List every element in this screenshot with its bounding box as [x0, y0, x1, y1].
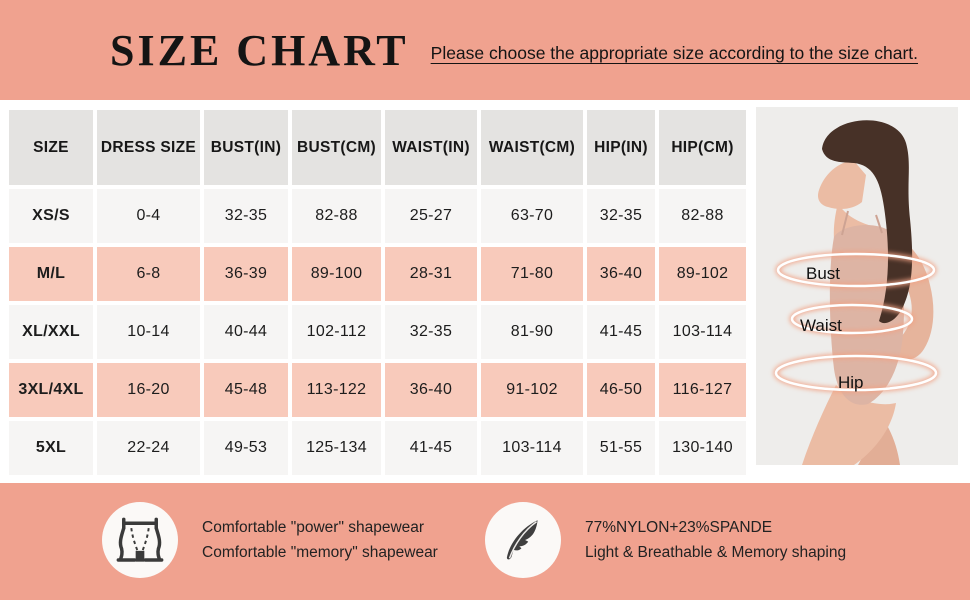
feature-fabric: 77%NYLON+23%SPANDE Light & Breathable & … — [485, 502, 846, 578]
feather-icon — [506, 520, 538, 560]
table-cell: 28-31 — [385, 247, 477, 301]
feature-comfort-text: Comfortable "power" shapewear Comfortabl… — [202, 515, 438, 565]
model-illustration: Bust Waist Hip — [756, 107, 958, 465]
feature-fabric-text: 77%NYLON+23%SPANDE Light & Breathable & … — [585, 515, 846, 565]
feature-fabric-line2: Light & Breathable & Memory shaping — [585, 544, 847, 561]
feature-icon-circle — [485, 502, 561, 578]
table-cell: 32-35 — [587, 189, 655, 243]
table-cell: 81-90 — [481, 305, 583, 359]
column-header-dress: DRESS SIZE — [97, 110, 200, 185]
table-cell: 0-4 — [97, 189, 200, 243]
table-cell: 102-112 — [292, 305, 381, 359]
table-cell: 40-44 — [204, 305, 288, 359]
content-band: SIZE DRESS SIZE BUST(IN) BUST(CM) WAIST(… — [0, 100, 970, 483]
waist-ring: Waist — [789, 302, 915, 336]
shapewear-icon — [116, 517, 164, 562]
table-cell: 49-53 — [204, 421, 288, 475]
table-cell: 10-14 — [97, 305, 200, 359]
table-cell: 6-8 — [97, 247, 200, 301]
column-header-waist-in: WAIST(IN) — [385, 110, 477, 185]
column-header-hip-cm: HIP(CM) — [659, 110, 746, 185]
table-cell: 82-88 — [659, 189, 746, 243]
table-cell: 5XL — [9, 421, 93, 475]
table-cell: 32-35 — [204, 189, 288, 243]
table-cell: 130-140 — [659, 421, 746, 475]
bust-label: Bust — [806, 264, 840, 283]
table-cell: 113-122 — [292, 363, 381, 417]
table-cell: 51-55 — [587, 421, 655, 475]
table-cell: 16-20 — [97, 363, 200, 417]
table-cell: 125-134 — [292, 421, 381, 475]
feature-comfort-line1: Comfortable "power" shapewear — [202, 519, 425, 536]
table-cell: 63-70 — [481, 189, 583, 243]
column-header-size: SIZE — [9, 110, 93, 185]
column-header-bust-in: BUST(IN) — [204, 110, 288, 185]
feature-icon-circle — [102, 502, 178, 578]
table-cell: M/L — [9, 247, 93, 301]
header-bar: SIZE CHART Please choose the appropriate… — [0, 0, 970, 100]
table-cell: 36-40 — [587, 247, 655, 301]
table-cell: 82-88 — [292, 189, 381, 243]
table-cell: 103-114 — [659, 305, 746, 359]
column-header-bust-cm: BUST(CM) — [292, 110, 381, 185]
hip-label: Hip — [838, 373, 864, 392]
table-cell: 36-40 — [385, 363, 477, 417]
table-cell: 41-45 — [587, 305, 655, 359]
table-cell: 36-39 — [204, 247, 288, 301]
page-title: SIZE CHART — [110, 25, 409, 75]
table-cell: 32-35 — [385, 305, 477, 359]
table-cell: 103-114 — [481, 421, 583, 475]
table-cell: 3XL/4XL — [9, 363, 93, 417]
table-cell: 89-100 — [292, 247, 381, 301]
hip-ring: Hip — [773, 353, 939, 393]
feature-comfort-line2: Comfortable "memory" shapewear — [202, 544, 438, 561]
bust-ring: Bust — [775, 251, 937, 289]
column-header-hip-in: HIP(IN) — [587, 110, 655, 185]
column-header-waist-cm: WAIST(CM) — [481, 110, 583, 185]
table-cell: 46-50 — [587, 363, 655, 417]
table-cell: 89-102 — [659, 247, 746, 301]
model-photo: Bust Waist Hip — [756, 107, 958, 465]
table-cell: 45-48 — [204, 363, 288, 417]
table-cell: XL/XXL — [9, 305, 93, 359]
table-cell: XS/S — [9, 189, 93, 243]
table-cell: 91-102 — [481, 363, 583, 417]
table-cell: 41-45 — [385, 421, 477, 475]
size-table: SIZE DRESS SIZE BUST(IN) BUST(CM) WAIST(… — [9, 110, 746, 475]
header-instruction: Please choose the appropriate size accor… — [430, 42, 919, 63]
table-cell: 71-80 — [481, 247, 583, 301]
feature-comfort: Comfortable "power" shapewear Comfortabl… — [102, 502, 438, 578]
waist-label: Waist — [800, 316, 842, 335]
table-cell: 116-127 — [659, 363, 746, 417]
table-cell: 25-27 — [385, 189, 477, 243]
table-cell: 22-24 — [97, 421, 200, 475]
feature-fabric-line1: 77%NYLON+23%SPANDE — [585, 519, 773, 536]
